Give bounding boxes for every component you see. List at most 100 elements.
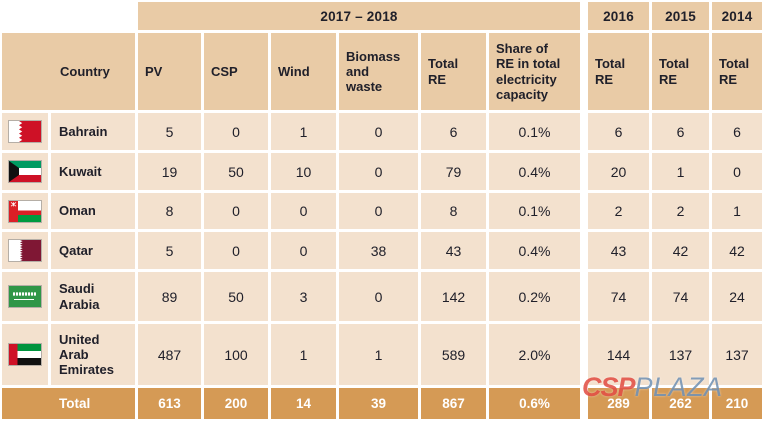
column-gap [583, 153, 585, 190]
col-header-total-re-2014: Total RE [712, 33, 762, 110]
table-cell-biomass: 0 [339, 113, 418, 150]
oman-flag-icon [9, 200, 41, 222]
table-cell-2015: 2 [652, 193, 709, 229]
country-name: Oman [51, 193, 135, 229]
table-cell-wind: 1 [271, 113, 336, 150]
table-cell-csp: 0 [204, 113, 268, 150]
table-cell-pv: 89 [138, 272, 201, 321]
saudi-arabia-flag-icon [2, 272, 48, 321]
table-cell-csp: 0 [204, 193, 268, 229]
table-cell-wind: 0 [271, 193, 336, 229]
table-cell-2015: 1 [652, 153, 709, 190]
col-header-pv: PV [138, 33, 201, 110]
bahrain-flag-icon [2, 113, 48, 150]
table-cell-csp: 0 [204, 232, 268, 269]
country-name: Kuwait [51, 153, 135, 190]
table-cell-share: 2.0% [489, 324, 580, 385]
table-cell-2014: 24 [712, 272, 762, 321]
col-header-total-re-2015: Total RE [652, 33, 709, 110]
country-name: Saudi Arabia [51, 272, 135, 321]
col-header-csp: CSP [204, 33, 268, 110]
table-cell-biomass: 1 [339, 324, 418, 385]
total-cell-csp: 200 [204, 388, 268, 419]
table-cell-share: 0.2% [489, 272, 580, 321]
table-cell-biomass: 0 [339, 193, 418, 229]
column-gap [583, 2, 585, 30]
top-left-blank [2, 2, 135, 30]
uae-flag-icon [9, 344, 41, 365]
table-cell-2015: 6 [652, 113, 709, 150]
kuwait-flag-icon [2, 153, 48, 190]
table-cell-total-re: 8 [421, 193, 486, 229]
col-header-country-label: Country [60, 63, 110, 79]
year-header-2014: 2014 [712, 2, 762, 30]
total-cell-share: 0.6% [489, 388, 580, 419]
total-cell-total-re: 867 [421, 388, 486, 419]
table-cell-biomass: 0 [339, 153, 418, 190]
table-cell-csp: 100 [204, 324, 268, 385]
table-cell-pv: 8 [138, 193, 201, 229]
table-cell-wind: 0 [271, 232, 336, 269]
table-cell-2016: 144 [588, 324, 649, 385]
table-cell-csp: 50 [204, 153, 268, 190]
table-cell-2016: 74 [588, 272, 649, 321]
table-cell-2014: 1 [712, 193, 762, 229]
total-row-label: Total [2, 388, 135, 419]
column-gap [583, 232, 585, 269]
table-cell-total-re: 589 [421, 324, 486, 385]
table-cell-total-re: 79 [421, 153, 486, 190]
column-gap [583, 388, 585, 419]
table-cell-share: 0.1% [489, 193, 580, 229]
table-cell-total-re: 6 [421, 113, 486, 150]
table-cell-pv: 5 [138, 113, 201, 150]
table-cell-biomass: 38 [339, 232, 418, 269]
year-header-2015: 2015 [652, 2, 709, 30]
total-cell-pv: 613 [138, 388, 201, 419]
total-cell-biomass: 39 [339, 388, 418, 419]
column-gap [583, 272, 585, 321]
oman-flag-icon [2, 193, 48, 229]
qatar-flag-icon [9, 240, 41, 261]
table-cell-2014: 137 [712, 324, 762, 385]
table-cell-share: 0.1% [489, 113, 580, 150]
table-cell-wind: 1 [271, 324, 336, 385]
kuwait-flag-icon [9, 161, 41, 182]
table-cell-2016: 2 [588, 193, 649, 229]
column-gap [583, 33, 585, 110]
table-cell-total-re: 142 [421, 272, 486, 321]
table-cell-2016: 20 [588, 153, 649, 190]
table-cell-wind: 10 [271, 153, 336, 190]
bahrain-flag-icon [9, 121, 41, 142]
country-name: Qatar [51, 232, 135, 269]
table-cell-2015: 137 [652, 324, 709, 385]
total-cell-2015: 262 [652, 388, 709, 419]
total-cell-2016: 289 [588, 388, 649, 419]
uae-flag-icon [2, 324, 48, 385]
country-name: United Arab Emirates [51, 324, 135, 385]
table-cell-2014: 42 [712, 232, 762, 269]
total-cell-2014: 210 [712, 388, 762, 419]
table-cell-pv: 487 [138, 324, 201, 385]
table-cell-share: 0.4% [489, 153, 580, 190]
country-name: Bahrain [51, 113, 135, 150]
col-header-share: Share of RE in total electricity capacit… [489, 33, 580, 110]
column-gap [583, 113, 585, 150]
column-gap [583, 324, 585, 385]
saudi-arabia-flag-icon [9, 286, 41, 307]
table-cell-total-re: 43 [421, 232, 486, 269]
col-header-wind: Wind [271, 33, 336, 110]
total-cell-wind: 14 [271, 388, 336, 419]
table-cell-2014: 0 [712, 153, 762, 190]
col-header-biomass: Biomass and waste [339, 33, 418, 110]
col-header-total-re-2016: Total RE [588, 33, 649, 110]
table-cell-2014: 6 [712, 113, 762, 150]
qatar-flag-icon [2, 232, 48, 269]
table-cell-biomass: 0 [339, 272, 418, 321]
table-cell-pv: 19 [138, 153, 201, 190]
table-cell-2015: 74 [652, 272, 709, 321]
table-cell-pv: 5 [138, 232, 201, 269]
table-cell-2015: 42 [652, 232, 709, 269]
table-cell-2016: 43 [588, 232, 649, 269]
table-cell-wind: 3 [271, 272, 336, 321]
